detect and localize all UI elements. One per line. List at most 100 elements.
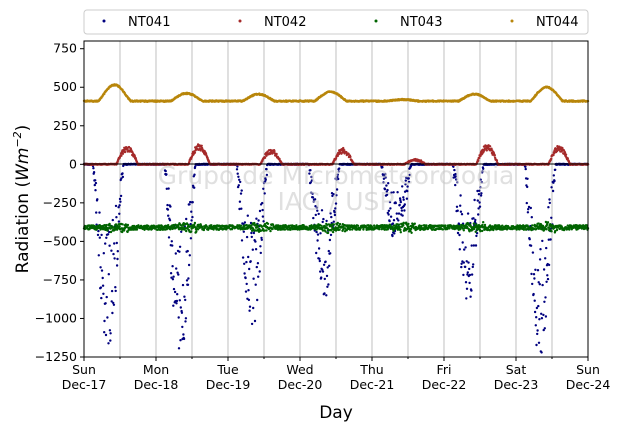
data-point (407, 180, 411, 184)
data-point (481, 223, 484, 227)
data-point (329, 233, 333, 237)
data-point (121, 223, 124, 226)
data-point (113, 257, 116, 260)
data-point (321, 268, 324, 271)
data-point (175, 302, 178, 305)
data-point (101, 284, 105, 287)
data-point (323, 277, 326, 281)
data-point (165, 173, 168, 176)
data-point (108, 329, 112, 332)
data-point (261, 208, 264, 212)
data-point (174, 252, 177, 255)
data-point (392, 219, 396, 222)
data-point (102, 292, 105, 295)
data-point (474, 230, 477, 233)
data-point (176, 293, 179, 296)
data-point (546, 274, 549, 277)
data-point (327, 249, 330, 253)
data-point (250, 224, 253, 227)
data-point (406, 189, 409, 193)
legend-marker-nt043 (374, 19, 378, 23)
data-point (392, 191, 395, 194)
data-point (542, 328, 545, 332)
data-point (468, 267, 471, 271)
data-point (480, 192, 483, 195)
data-point (331, 194, 334, 198)
data-point (393, 232, 396, 235)
data-point (114, 204, 118, 208)
data-point (387, 213, 390, 216)
data-point (554, 168, 557, 171)
data-point (481, 229, 484, 233)
data-point (535, 306, 539, 310)
data-point (544, 315, 548, 318)
data-point (480, 181, 483, 184)
data-point (178, 299, 181, 302)
data-point (266, 222, 270, 225)
data-point (464, 281, 468, 284)
data-point (269, 229, 272, 233)
data-point (396, 217, 399, 220)
data-point (190, 230, 193, 233)
data-point (117, 220, 121, 223)
data-point (189, 200, 192, 204)
data-point (478, 201, 481, 204)
data-point (551, 189, 555, 193)
data-point (200, 144, 203, 147)
data-point (186, 283, 190, 286)
data-point (166, 208, 170, 211)
data-point (184, 317, 188, 320)
data-point (458, 248, 461, 251)
data-point (240, 189, 243, 192)
data-point (115, 264, 119, 267)
data-point (265, 168, 268, 171)
data-point (470, 244, 473, 247)
data-point (481, 170, 484, 173)
data-point (273, 150, 276, 153)
data-point (482, 167, 485, 170)
data-point (471, 265, 474, 269)
data-point (256, 225, 260, 229)
data-point (328, 264, 331, 267)
data-point (94, 181, 98, 185)
data-point (553, 179, 556, 183)
data-point (260, 236, 263, 240)
data-point (334, 207, 337, 210)
data-point (118, 204, 121, 207)
data-point (547, 206, 550, 209)
data-point (336, 221, 339, 225)
data-point (530, 216, 533, 219)
data-point (188, 254, 191, 257)
data-point (316, 233, 320, 236)
data-point (318, 257, 321, 260)
data-point (106, 233, 110, 236)
data-point (189, 222, 192, 226)
data-point (550, 157, 553, 160)
data-point (538, 283, 541, 286)
data-point (111, 218, 115, 222)
data-point (488, 145, 492, 148)
data-point (172, 287, 176, 291)
data-point (526, 177, 529, 180)
data-point (240, 239, 244, 242)
legend-label-nt042: NT042 (264, 15, 306, 30)
data-point (193, 186, 196, 189)
data-point (466, 273, 469, 276)
data-point (485, 149, 488, 152)
data-point (118, 225, 121, 228)
data-point (470, 289, 473, 292)
data-point (472, 244, 476, 247)
data-point (265, 229, 268, 232)
data-point (244, 290, 248, 293)
data-point (394, 201, 397, 205)
data-point (180, 311, 184, 314)
data-point (397, 212, 401, 215)
data-point (547, 263, 551, 267)
data-point (119, 200, 122, 203)
data-point (321, 270, 325, 273)
data-point (182, 337, 186, 341)
data-point (126, 223, 130, 227)
data-point (333, 211, 336, 214)
data-point (120, 154, 123, 157)
data-point (312, 200, 315, 203)
